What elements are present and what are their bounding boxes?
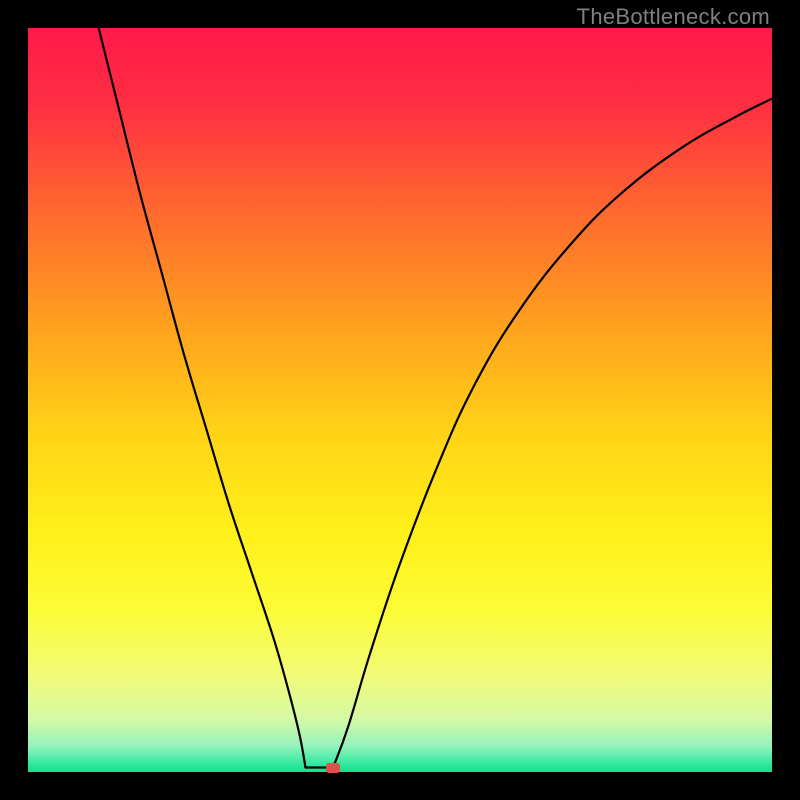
chart-frame: TheBottleneck.com (0, 0, 800, 800)
watermark-text: TheBottleneck.com (577, 4, 770, 30)
plot-area (28, 28, 772, 772)
bottleneck-curve (28, 28, 772, 772)
optimum-marker (326, 763, 340, 773)
curve-path (99, 28, 772, 768)
